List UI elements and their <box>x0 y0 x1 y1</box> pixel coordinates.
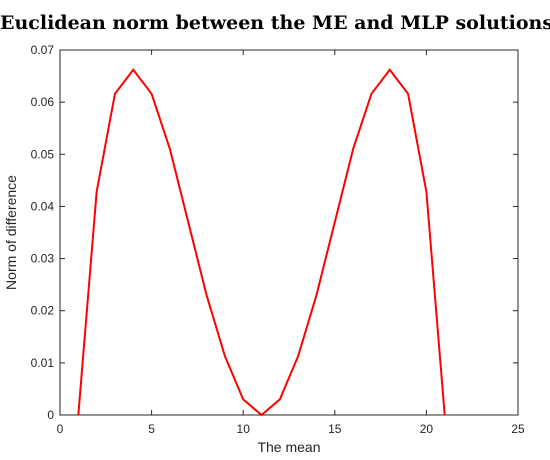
plot-frame <box>59 49 519 416</box>
y-tick-label: 0.03 <box>31 252 55 266</box>
x-tick-label: 25 <box>511 422 525 436</box>
y-axis-label: Norm of difference <box>3 175 19 290</box>
x-tick-label: 0 <box>57 422 64 436</box>
y-axis: 0 0.01 0.02 0.03 0.04 0.05 0.06 0.07 <box>31 43 518 422</box>
x-axis-label: The mean <box>257 439 320 455</box>
x-axis: 0 5 10 15 20 25 <box>57 50 525 436</box>
x-tick-label: 10 <box>237 422 251 436</box>
y-tick-label: 0.07 <box>31 43 55 57</box>
series-layer <box>77 68 446 417</box>
y-tick-label: 0.05 <box>31 147 55 161</box>
y-tick-label: 0 <box>47 408 54 422</box>
series-line <box>77 68 446 417</box>
y-tick-label: 0.01 <box>31 356 55 370</box>
plot-area <box>59 49 519 416</box>
y-tick-label: 0.04 <box>31 199 55 213</box>
x-tick-label: 20 <box>420 422 434 436</box>
x-tick-label: 5 <box>148 422 155 436</box>
x-tick-label: 15 <box>328 422 342 436</box>
chart-title: Euclidean norm between the ME and MLP so… <box>0 12 550 34</box>
y-tick-label: 0.02 <box>31 304 55 318</box>
y-tick-label: 0.06 <box>31 95 55 109</box>
